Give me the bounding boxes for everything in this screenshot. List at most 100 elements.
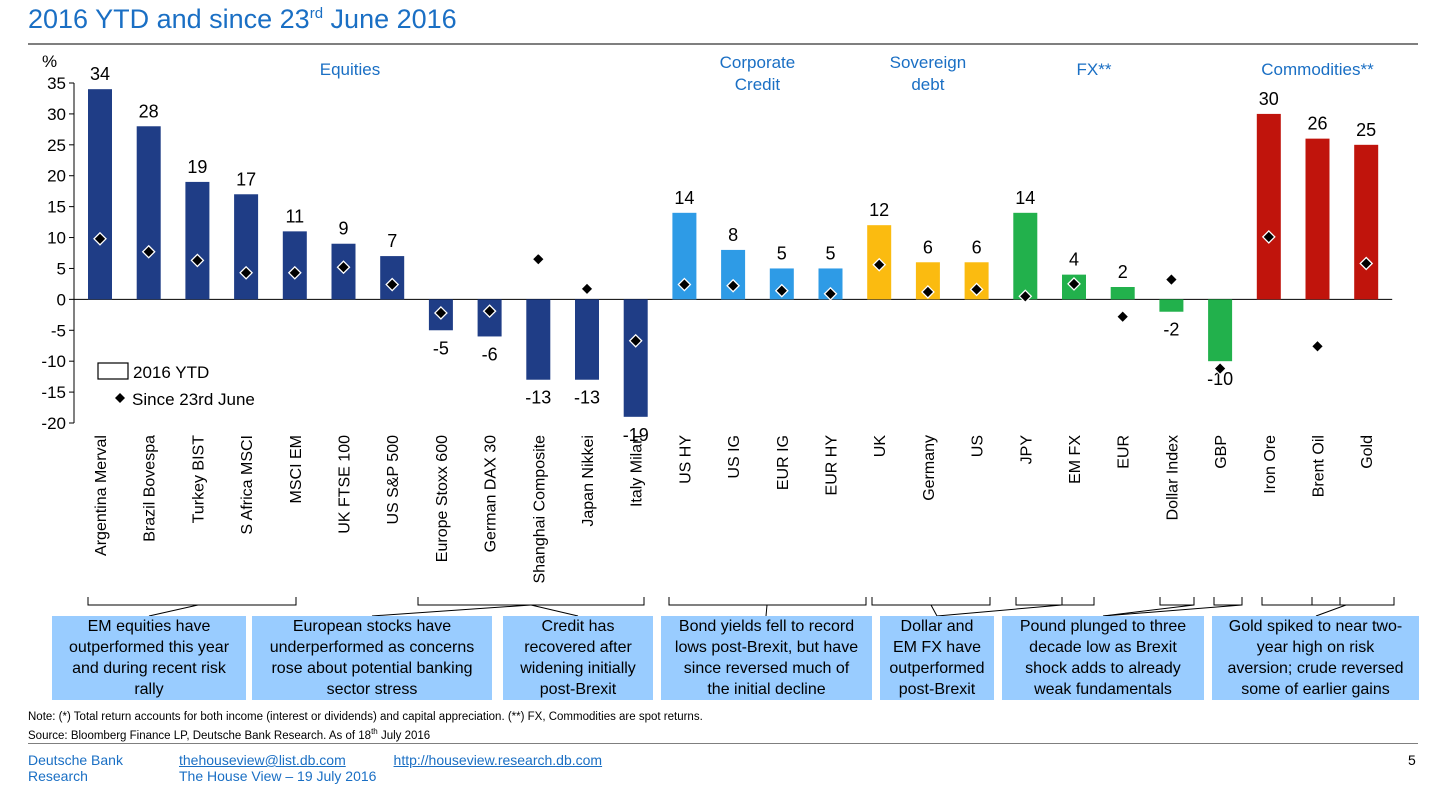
category-label: EUR HY (824, 435, 841, 496)
bar-ytd (1110, 287, 1135, 300)
bar-value-label: 4 (1069, 250, 1079, 270)
category-label: UK (872, 435, 889, 458)
bar-value-label: 5 (825, 243, 835, 263)
commentary-box-pound: Pound plunged to three decade low as Brex… (1002, 616, 1204, 700)
y-tick-label: 35 (47, 74, 66, 93)
marker-since-23-june (239, 265, 254, 280)
category-label: UK FTSE 100 (337, 435, 354, 534)
category-label: US (970, 435, 987, 457)
category-label: Europe Stoxx 600 (434, 435, 451, 562)
bracket (668, 597, 867, 606)
bar-value-label: -13 (574, 388, 600, 408)
bracket-connector (148, 604, 199, 617)
bracket-connector (936, 604, 1063, 617)
group-heading-commodities-: Commodities** (1261, 60, 1374, 79)
bar-value-label: 8 (728, 225, 738, 245)
bracket (1159, 597, 1195, 606)
legend-bar-swatch (97, 362, 129, 380)
commentary-box-dollar-emfx: Dollar and EM FX have outperformed post-Bre… (880, 616, 994, 700)
marker-since-23-june (190, 253, 205, 268)
footer-publication: The House View – 19 July 2016 (179, 768, 377, 784)
bar-ytd (1305, 138, 1330, 300)
commentary-text: Pound plunged to three decade low as Brex… (1019, 618, 1187, 698)
footer-url-link[interactable]: http://houseview.research.db.com (393, 752, 603, 768)
bracket (1015, 597, 1095, 606)
bracket-connector (1102, 604, 1195, 617)
marker-since-23-june (93, 231, 107, 246)
footer-email-link[interactable]: thehouseview@list.db.com (179, 752, 346, 768)
bar-value-label: 12 (869, 200, 889, 220)
marker-since-23-june (726, 278, 741, 293)
bar-ytd (234, 194, 259, 300)
bar-value-label: 28 (139, 101, 159, 121)
marker-since-23-june (580, 281, 594, 296)
category-label: US IG (726, 435, 743, 479)
bar-ytd (623, 299, 648, 417)
category-label: Brent Oil (1311, 435, 1328, 497)
page-title: 2016 YTD and since 23rd June 2016 (28, 4, 457, 34)
bar-value-label: -19 (623, 425, 649, 445)
bar-value-label: -10 (1207, 369, 1233, 389)
y-tick-label: -20 (41, 414, 66, 433)
chart-source: Source: Bloomberg Finance LP, Deutsche B… (28, 727, 431, 742)
y-axis-unit: % (42, 52, 57, 71)
bar-value-label: 6 (972, 237, 982, 257)
commentary-box-bond-yields: Bond yields fell to record lows post-Brex… (661, 616, 872, 700)
group-heading-fx-: FX** (1077, 60, 1112, 79)
bar-value-label: 6 (923, 237, 933, 257)
bar-value-label: 25 (1356, 120, 1376, 140)
group-heading-corporate-credit: Credit (735, 75, 781, 94)
category-label: EUR IG (775, 435, 792, 490)
group-heading-equities: Equities (320, 60, 380, 79)
y-tick-label: 0 (57, 290, 66, 309)
group-heading-corporate-credit: Corporate (720, 53, 796, 72)
bracket (871, 597, 991, 606)
bar-value-label: 26 (1307, 114, 1327, 134)
commentary-box-equities-em: EM equities have outperformed this year an… (52, 616, 246, 700)
marker-since-23-june (482, 304, 497, 319)
group-heading-sovereign-debt: Sovereign (890, 53, 967, 72)
category-label: Turkey BIST (190, 435, 207, 524)
marker-since-23-june (628, 333, 643, 348)
bar-ytd (1013, 212, 1038, 300)
commentary-text: Gold spiked to near two-year high on ris… (1227, 618, 1404, 698)
bracket (417, 597, 645, 606)
legend-bar-label: 2016 YTD (133, 363, 209, 382)
bar-ytd (185, 181, 210, 300)
bar-value-label: 2 (1118, 262, 1128, 282)
commentary-box-gold-crude: Gold spiked to near two-year high on ris… (1212, 616, 1419, 700)
y-tick-label: -15 (41, 383, 66, 402)
bar-ytd (1354, 144, 1379, 300)
category-label: Gold (1359, 435, 1376, 469)
marker-since-23-june (823, 286, 838, 301)
category-label: MSCI EM (288, 435, 305, 503)
title-divider (28, 43, 1418, 45)
bracket (87, 597, 297, 606)
bar-value-label: -13 (525, 388, 551, 408)
y-tick-label: 15 (47, 198, 66, 217)
bracket (1213, 597, 1243, 606)
category-label: Italy Milan (629, 435, 646, 507)
marker-since-23-june (872, 257, 887, 272)
commentary-text: European stocks have underperformed as co… (269, 618, 475, 698)
commentary-text: EM equities have outperformed this year an… (68, 618, 230, 698)
marker-since-23-june (969, 282, 984, 297)
bar-value-label: 11 (285, 206, 304, 226)
footer-links: thehouseview@list.db.com http://housevie… (179, 752, 602, 784)
category-label: Japan Nikkei (580, 435, 597, 527)
category-label: German DAX 30 (483, 435, 500, 552)
y-tick-label: 10 (47, 229, 66, 248)
bar-ytd (526, 299, 551, 380)
page-number: 5 (1408, 752, 1416, 768)
category-label: Iron Ore (1262, 435, 1279, 494)
category-label: GBP (1213, 435, 1230, 469)
bar-ytd (1256, 113, 1281, 300)
bracket-connector (765, 604, 768, 617)
bar-value-label: 14 (1015, 188, 1035, 208)
marker-since-23-june (920, 285, 935, 299)
marker-since-23-june (1261, 230, 1276, 244)
bracket-connector (930, 604, 938, 617)
bar-value-label: 9 (338, 219, 348, 239)
marker-since-23-june (531, 252, 546, 267)
